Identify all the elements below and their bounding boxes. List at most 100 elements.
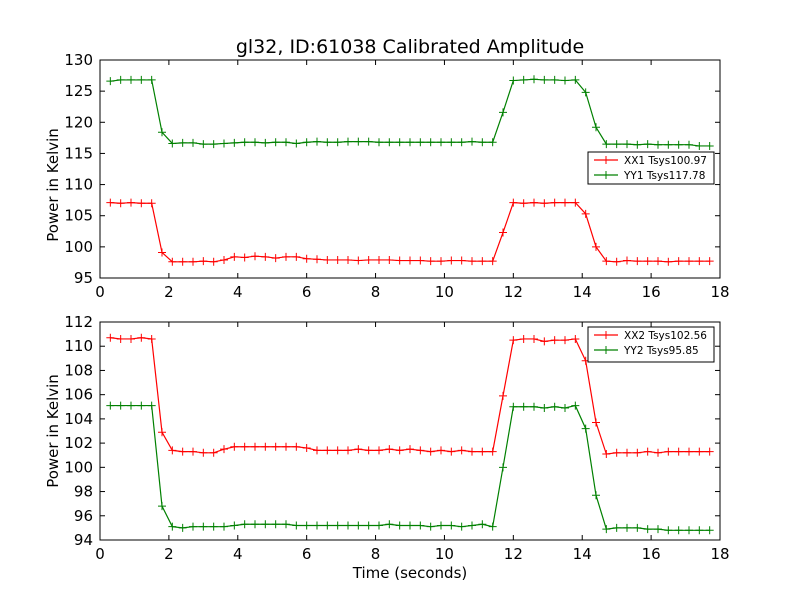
top-y-tick-label: 105 <box>64 207 93 225</box>
top-data-point <box>674 140 683 149</box>
bottom-data-point <box>189 522 197 531</box>
top-data-point <box>292 252 301 261</box>
top-data-point <box>426 138 435 147</box>
top-data-point <box>354 137 363 146</box>
bottom-data-point <box>685 526 693 535</box>
top-data-point <box>664 140 673 149</box>
top-data-point <box>623 256 631 265</box>
bottom-data-point <box>230 521 239 530</box>
x-axis-label: Time (seconds) <box>352 564 468 582</box>
top-legend-marker-1 <box>602 156 610 164</box>
bottom-data-point <box>623 523 631 532</box>
bottom-data-point <box>395 446 404 455</box>
top-data-point <box>137 75 146 84</box>
top-data-point <box>261 138 270 147</box>
top-legend: XX1 Tsys100.97 YY1 Tsys117.78 <box>587 151 715 185</box>
bottom-y-tick-label: 108 <box>64 361 93 379</box>
bottom-data-point <box>364 521 373 530</box>
bottom-data-point <box>664 447 673 456</box>
bottom-x-tick-label: 6 <box>302 545 312 563</box>
bottom-x-tick-label: 18 <box>710 545 729 563</box>
bottom-data-point <box>519 402 528 411</box>
bottom-legend-label-1: XX2 Tsys102.56 <box>624 330 707 342</box>
bottom-data-point <box>499 391 507 400</box>
bottom-y-tick-label: 100 <box>64 458 93 476</box>
bottom-panel: Power in Kelvin Time (seconds) 0 2 4 6 8 10 12… <box>44 313 730 582</box>
bottom-x-tick-label: 14 <box>573 545 592 563</box>
bottom-y-tick-label: 98 <box>74 483 93 501</box>
bottom-data-point <box>695 447 704 456</box>
bottom-legend-label-2: YY2 Tsys95.85 <box>623 345 699 357</box>
top-data-point <box>364 137 373 146</box>
top-data-point <box>189 257 197 266</box>
top-data-point <box>530 198 538 207</box>
bottom-data-point <box>220 445 228 454</box>
top-x-tick-label: 10 <box>435 283 454 301</box>
top-data-point <box>158 128 166 137</box>
bottom-data-point <box>540 403 549 412</box>
bottom-axes-frame <box>99 321 721 541</box>
top-data-point <box>364 255 373 264</box>
bottom-data-point <box>633 448 642 457</box>
top-data-point <box>488 257 497 266</box>
bottom-y-tick-label: 104 <box>64 410 93 428</box>
top-data-point <box>612 140 621 149</box>
top-legend-marker-2 <box>602 171 610 179</box>
top-data-point <box>602 140 611 149</box>
bottom-data-point <box>240 520 249 529</box>
top-y-tick-label: 110 <box>64 176 93 194</box>
bottom-data-point <box>333 446 342 455</box>
bottom-x-tick-label: 4 <box>233 545 243 563</box>
top-data-point <box>499 108 507 117</box>
top-data-point <box>581 88 590 97</box>
top-data-point <box>127 198 135 207</box>
top-y-tick-label: 120 <box>64 113 93 131</box>
bottom-data-point <box>416 521 425 530</box>
bottom-x-tick-label: 0 <box>95 545 105 563</box>
bottom-x-tick-label: 10 <box>435 545 454 563</box>
bottom-data-point <box>375 446 383 455</box>
bottom-data-point <box>395 521 404 530</box>
top-data-point <box>530 75 538 84</box>
top-data-point <box>633 257 642 266</box>
top-data-point <box>488 138 497 147</box>
bottom-data-point <box>230 442 239 451</box>
top-data-point <box>581 209 590 218</box>
top-data-point <box>406 138 414 147</box>
bottom-data-point <box>292 521 301 530</box>
bottom-data-point <box>654 448 662 457</box>
bottom-data-point <box>261 442 270 451</box>
bottom-data-point <box>106 333 115 342</box>
bottom-data-point <box>302 521 311 530</box>
bottom-data-point <box>612 523 621 532</box>
top-data-point <box>437 257 445 266</box>
top-data-point <box>282 252 290 261</box>
bottom-data-point <box>674 447 683 456</box>
top-data-point <box>209 257 218 266</box>
bottom-data-point <box>375 521 383 530</box>
top-x-tick-label: 2 <box>164 283 174 301</box>
bottom-data-point <box>137 333 146 342</box>
top-data-point <box>344 255 352 264</box>
top-data-point <box>313 255 321 264</box>
top-data-point <box>654 257 662 266</box>
bottom-x-tick-label: 2 <box>164 545 174 563</box>
bottom-data-point <box>612 448 621 457</box>
top-data-point <box>395 256 404 265</box>
bottom-data-point <box>602 450 611 459</box>
bottom-data-point <box>592 418 600 427</box>
bottom-data-point <box>406 445 414 454</box>
top-data-point <box>116 199 125 208</box>
bottom-data-point <box>530 334 538 343</box>
top-data-point <box>271 138 280 147</box>
bottom-data-point <box>509 336 518 345</box>
bottom-data-point <box>209 448 218 457</box>
bottom-data-point <box>147 401 156 410</box>
bottom-series-1 <box>106 333 714 459</box>
top-data-point <box>478 138 487 147</box>
top-data-point <box>168 257 177 266</box>
bottom-data-point <box>488 447 497 456</box>
top-data-point <box>302 254 311 263</box>
bottom-data-point <box>137 401 146 410</box>
